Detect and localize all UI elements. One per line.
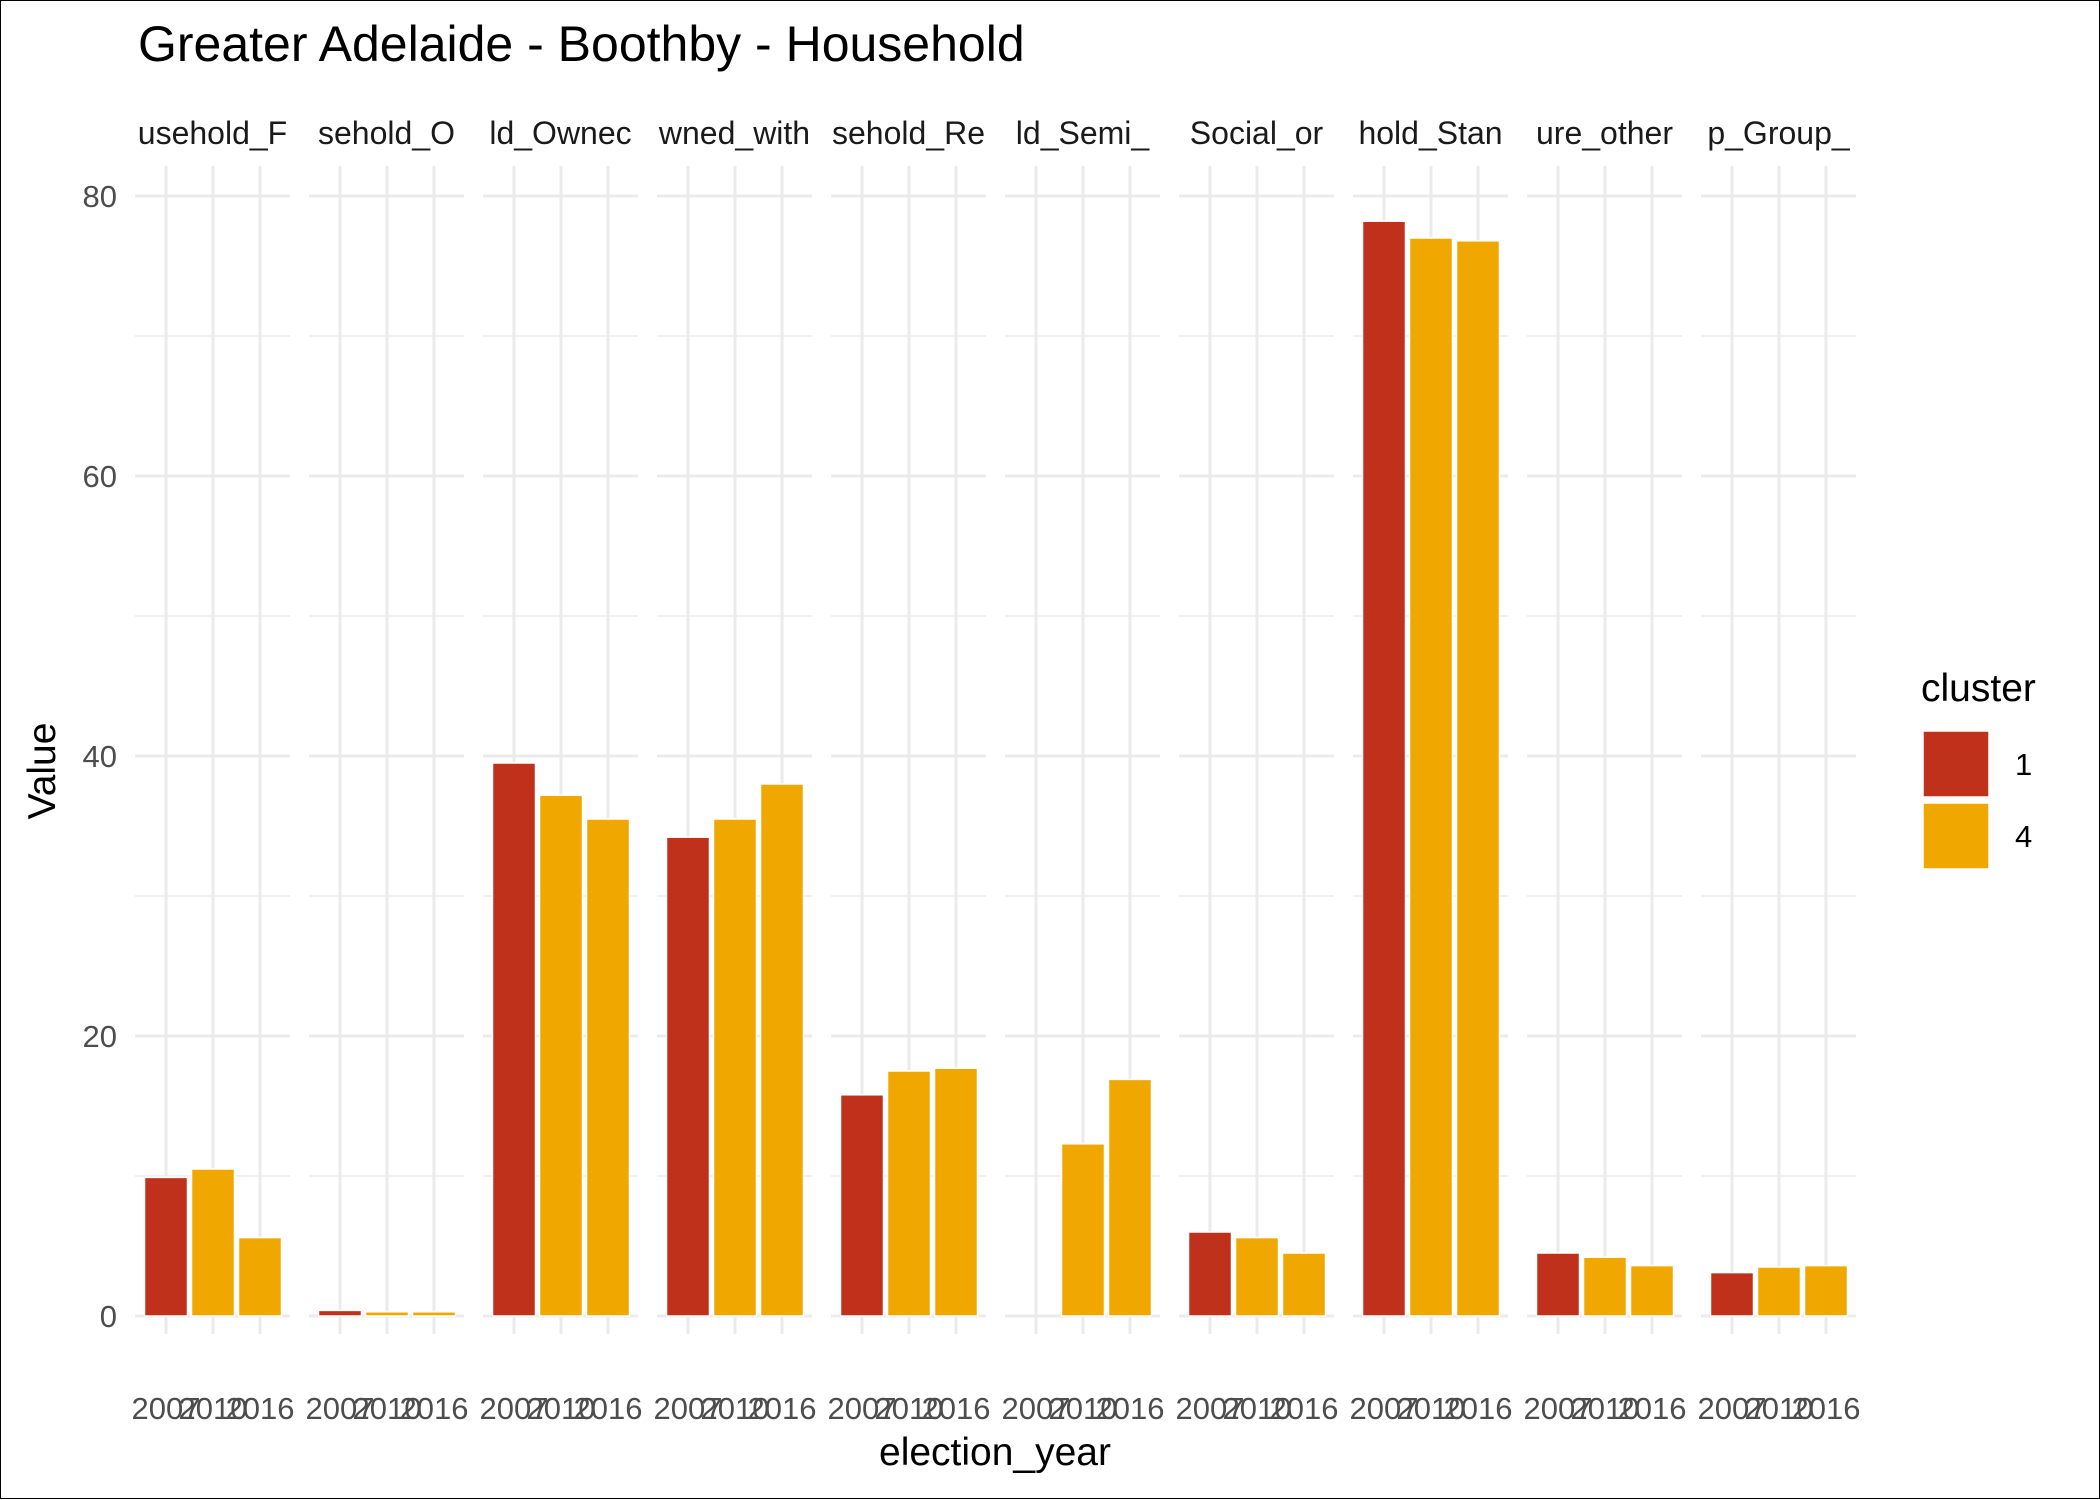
bar-usehold-f-2010 bbox=[190, 1168, 236, 1317]
x-tick-label: 2010 bbox=[1049, 1391, 1118, 1426]
x-tick-label: 2007 bbox=[1176, 1391, 1245, 1426]
bar-wned-with-2007 bbox=[665, 836, 711, 1317]
x-tick-label: 2016 bbox=[226, 1391, 295, 1426]
x-tick-label: 2016 bbox=[1096, 1391, 1165, 1426]
bar-wned-with-2016 bbox=[759, 783, 805, 1317]
bar-sehold-re-2010 bbox=[886, 1070, 932, 1317]
bar-usehold-f-2016 bbox=[237, 1236, 283, 1317]
x-tick-label: 2016 bbox=[922, 1391, 991, 1426]
facet-strip-label: hold_Stan bbox=[1358, 115, 1502, 151]
x-tick-label: 2007 bbox=[306, 1391, 375, 1426]
y-tick-label: 80 bbox=[83, 179, 117, 214]
x-tick-label: 2016 bbox=[1444, 1391, 1513, 1426]
x-tick-label: 2010 bbox=[179, 1391, 248, 1426]
bar-hold-stan-2010 bbox=[1408, 237, 1454, 1317]
x-tick-label: 2016 bbox=[574, 1391, 643, 1426]
bar-social-or-2016 bbox=[1281, 1252, 1327, 1317]
x-tick-label: 2007 bbox=[828, 1391, 897, 1426]
bar-ld-semi-2010 bbox=[1060, 1143, 1106, 1317]
legend-swatch-1 bbox=[1922, 730, 1990, 798]
x-tick-label: 2010 bbox=[1397, 1391, 1466, 1426]
x-tick-label: 2016 bbox=[1792, 1391, 1861, 1426]
bar-wned-with-2010 bbox=[712, 818, 758, 1317]
bar-p-group-2007 bbox=[1709, 1271, 1755, 1317]
facet-strip-label: ld_Ownec bbox=[489, 115, 631, 151]
facet-strip-label: sehold_O bbox=[318, 115, 455, 151]
x-tick-label: 2010 bbox=[701, 1391, 770, 1426]
y-tick-label: 0 bbox=[100, 1299, 117, 1334]
x-tick-label: 2007 bbox=[654, 1391, 723, 1426]
facet-strip-label: sehold_Re bbox=[832, 115, 985, 151]
x-tick-label: 2010 bbox=[1223, 1391, 1292, 1426]
bar-sehold-o-2010 bbox=[364, 1311, 410, 1317]
bar-hold-stan-2016 bbox=[1455, 240, 1501, 1317]
bar-ure-other-2016 bbox=[1629, 1264, 1675, 1317]
facet-strip-label: Social_or bbox=[1190, 115, 1324, 151]
legend-swatch-4 bbox=[1922, 802, 1990, 870]
facet-strip-label: usehold_F bbox=[138, 115, 287, 151]
bar-usehold-f-2007 bbox=[143, 1176, 189, 1317]
x-tick-label: 2007 bbox=[1524, 1391, 1593, 1426]
facet-strip-label: wned_with bbox=[658, 115, 810, 151]
x-axis-title: election_year bbox=[879, 1431, 1111, 1474]
x-tick-label: 2007 bbox=[480, 1391, 549, 1426]
legend-title: cluster bbox=[1921, 667, 2036, 710]
x-tick-label: 2016 bbox=[400, 1391, 469, 1426]
x-tick-label: 2010 bbox=[527, 1391, 596, 1426]
x-tick-label: 2007 bbox=[1698, 1391, 1767, 1426]
bar-ld-ownec-2010 bbox=[538, 794, 584, 1317]
bar-ld-ownec-2007 bbox=[491, 762, 537, 1317]
chart-title: Greater Adelaide - Boothby - Household bbox=[138, 16, 1025, 72]
x-tick-label: 2016 bbox=[1618, 1391, 1687, 1426]
facet-strip-label: ld_Semi_ bbox=[1016, 115, 1151, 151]
x-tick-label: 2007 bbox=[1002, 1391, 1071, 1426]
text-layer: Greater Adelaide - Boothby - Household 0 2… bbox=[21, 16, 2036, 1474]
x-tick-label: 2010 bbox=[1745, 1391, 1814, 1426]
y-tick-label: 60 bbox=[83, 459, 117, 494]
x-tick-label: 2010 bbox=[875, 1391, 944, 1426]
grid-layer bbox=[135, 166, 1856, 1334]
bar-ld-semi-2016 bbox=[1107, 1078, 1153, 1317]
y-tick-label: 20 bbox=[83, 1019, 117, 1054]
bar-p-group-2010 bbox=[1756, 1266, 1802, 1317]
bar-social-or-2007 bbox=[1187, 1231, 1233, 1317]
bar-p-group-2016 bbox=[1803, 1264, 1849, 1317]
x-tick-label: 2010 bbox=[353, 1391, 422, 1426]
legend-label-4: 4 bbox=[2015, 819, 2032, 854]
bar-sehold-o-2007 bbox=[317, 1309, 363, 1317]
facet-strip-label: p_Group_ bbox=[1707, 115, 1851, 151]
bar-ure-other-2007 bbox=[1535, 1252, 1581, 1317]
bar-sehold-re-2016 bbox=[933, 1067, 979, 1317]
legend-label-1: 1 bbox=[2015, 747, 2032, 782]
bar-sehold-o-2016 bbox=[411, 1311, 457, 1317]
bar-social-or-2010 bbox=[1234, 1236, 1280, 1317]
bar-hold-stan-2007 bbox=[1361, 220, 1407, 1317]
x-tick-label: 2016 bbox=[748, 1391, 817, 1426]
bar-sehold-re-2007 bbox=[839, 1094, 885, 1317]
bar-ure-other-2010 bbox=[1582, 1256, 1628, 1317]
x-tick-label: 2007 bbox=[132, 1391, 201, 1426]
bar-ld-ownec-2016 bbox=[585, 818, 631, 1317]
y-tick-label: 40 bbox=[83, 739, 117, 774]
x-tick-label: 2007 bbox=[1350, 1391, 1419, 1426]
x-tick-label: 2016 bbox=[1270, 1391, 1339, 1426]
x-tick-label: 2010 bbox=[1571, 1391, 1640, 1426]
facet-strip-label: ure_other bbox=[1536, 115, 1673, 151]
y-axis-title: Value bbox=[21, 723, 64, 820]
bar-layer bbox=[143, 220, 1849, 1317]
